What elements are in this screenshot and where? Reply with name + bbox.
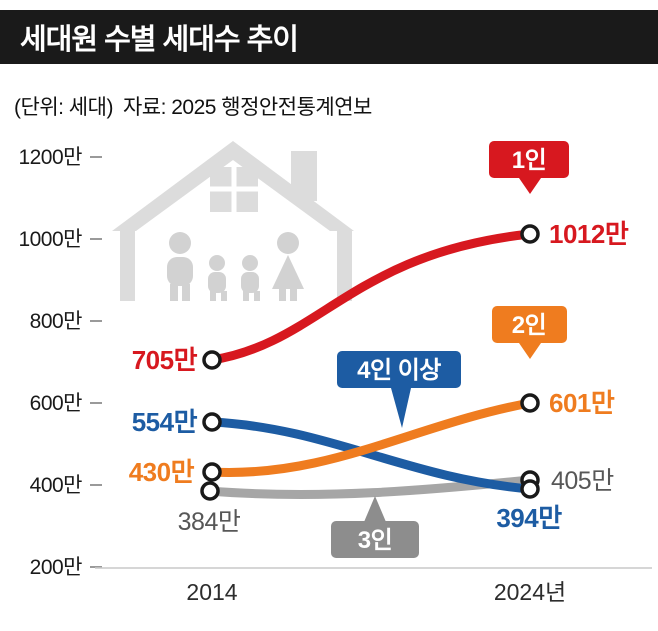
line-4-plus-person <box>207 417 535 494</box>
y-tick-label: 1000만 <box>18 228 82 251</box>
callout-pointer <box>519 178 541 194</box>
value-label-4-plus-2014: 554만 <box>132 407 198 437</box>
house-chimney <box>291 151 317 201</box>
y-tick-label: 1200만 <box>18 146 82 169</box>
y-tick-label: 600만 <box>30 392 83 415</box>
callout-pointer <box>391 388 411 428</box>
marker-1-person-2024 <box>520 224 540 244</box>
line-2-person <box>207 398 535 477</box>
title-bar: 세대원 수별 세대수 추이 <box>0 10 658 64</box>
subtitle: (단위: 세대) 자료: 2025 행정안전통계연보 <box>14 91 372 121</box>
adult-figure <box>272 232 304 301</box>
household-trend-line-chart: 1200만 1000만 800만 600만 400만 200만 705 <box>18 141 652 605</box>
value-label-1-person-2014: 705만 <box>132 345 198 375</box>
x-tick-label-2024: 2024년 <box>494 579 566 605</box>
house-family-watermark-icon <box>112 141 354 301</box>
marker-2-person-2024 <box>520 393 540 413</box>
callout-3-person: 3인 <box>331 496 419 558</box>
value-label-2-person-2014: 430만 <box>129 457 195 487</box>
source-note: 자료: 2025 행정안전통계연보 <box>122 96 372 119</box>
marker-3-person-2014 <box>200 481 220 501</box>
y-tick-label: 800만 <box>30 310 83 333</box>
callout-label: 3인 <box>358 527 392 554</box>
x-tick-label-2014: 2014 <box>186 579 237 605</box>
value-label-3-person-2024: 405만 <box>551 467 614 495</box>
child-figure <box>208 255 227 301</box>
callout-1-person: 1인 <box>489 141 569 194</box>
callout-box <box>492 306 567 343</box>
value-label-3-person-2014: 384만 <box>178 508 241 536</box>
callout-4-plus: 4인 이상 <box>337 351 461 428</box>
value-label-4-plus-2024: 394만 <box>496 503 562 533</box>
child-figure <box>241 255 260 301</box>
unit-note: (단위: 세대) <box>14 96 113 119</box>
callout-2-person: 2인 <box>492 306 567 359</box>
marker-4-plus-2014 <box>202 412 222 432</box>
marker-4-plus-2024 <box>520 479 540 499</box>
callout-label: 2인 <box>512 312 546 339</box>
callout-box <box>331 521 419 558</box>
family-figures-icon <box>167 232 304 301</box>
page-title: 세대원 수별 세대수 추이 <box>20 24 299 56</box>
callout-pointer <box>364 496 386 522</box>
marker-2-person-2014 <box>202 462 222 482</box>
callout-pointer <box>519 343 541 359</box>
y-axis: 1200만 1000만 800만 600만 400만 200만 <box>18 146 102 579</box>
y-tick-label: 200만 <box>30 556 83 579</box>
value-label-2-person-2024: 601만 <box>549 388 615 418</box>
y-tick-label: 400만 <box>30 474 83 497</box>
callout-label: 4인 이상 <box>357 357 441 384</box>
line-1-person <box>207 229 535 365</box>
house-wall-right <box>337 231 352 301</box>
callout-box <box>489 141 569 178</box>
adult-figure <box>167 232 193 301</box>
value-label-1-person-2024: 1012만 <box>549 219 629 249</box>
callout-label: 1인 <box>512 147 546 174</box>
marker-1-person-2014 <box>202 350 222 370</box>
house-wall-left <box>120 231 135 301</box>
callout-box <box>337 351 461 388</box>
house-roof <box>112 141 354 231</box>
